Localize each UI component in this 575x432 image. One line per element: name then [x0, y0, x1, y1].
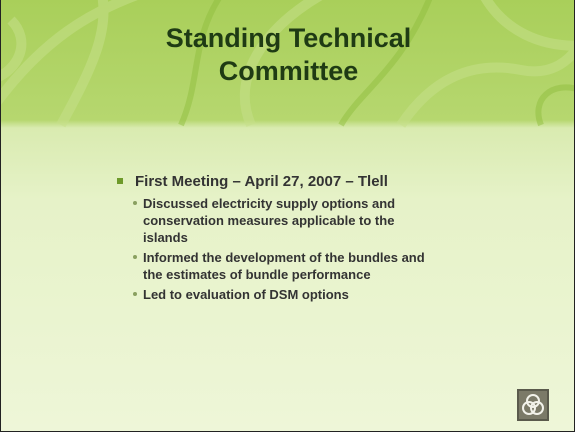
- bullet: First Meeting – April 27, 2007 – Tlell: [115, 172, 425, 191]
- sub-bullet-list: Discussed electricity supply options and…: [115, 195, 425, 303]
- sub-bullet: Led to evaluation of DSM options: [115, 286, 425, 303]
- slide: Standing Technical Committee First Meeti…: [0, 0, 575, 432]
- logo: [517, 389, 549, 421]
- slide-title: Standing Technical Committee: [121, 22, 456, 88]
- sub-bullet: Discussed electricity supply options and…: [115, 195, 425, 246]
- bullet-list: First Meeting – April 27, 2007 – Tlell Di…: [115, 172, 425, 306]
- sub-bullet: Informed the development of the bundles …: [115, 249, 425, 283]
